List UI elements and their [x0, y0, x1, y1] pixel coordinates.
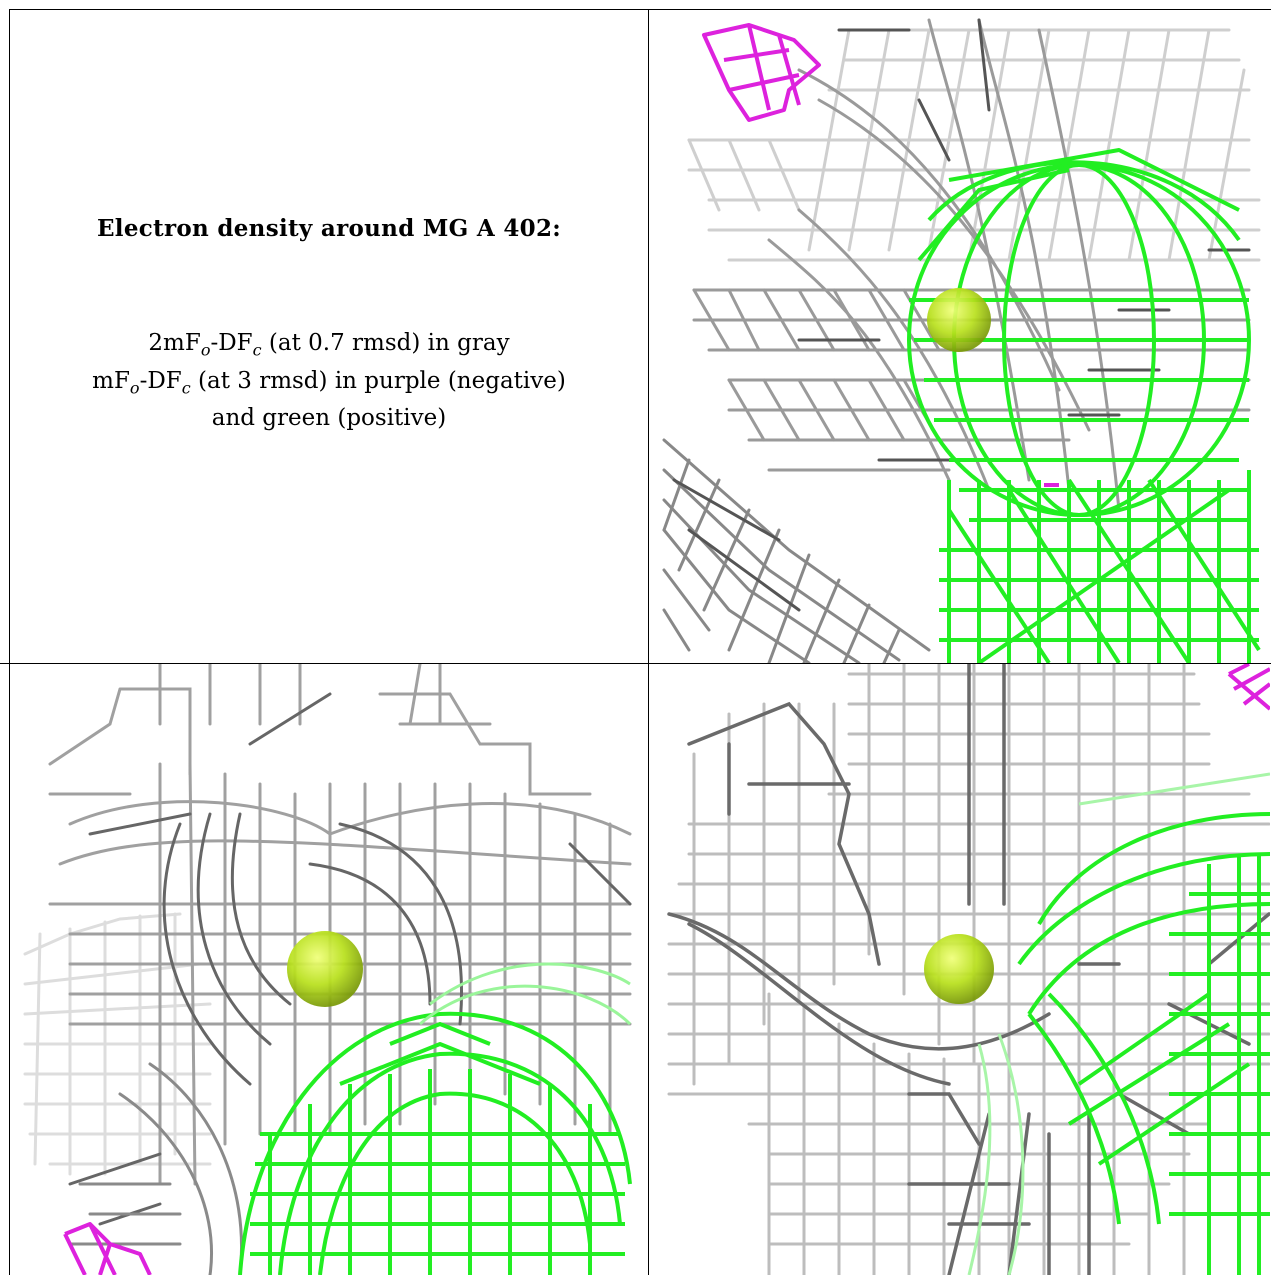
table-border-stub: [648, 663, 664, 664]
green-mesh-faded: [419, 962, 632, 1026]
legend-line-difference: mFo-DFc (at 3 rmsd) in purple (negative): [92, 367, 566, 398]
density-view-bottom-left: [10, 664, 648, 1275]
purple-mesh: [63, 1222, 152, 1275]
table-border-left: [9, 9, 10, 1275]
table-border-middle-row: [9, 663, 1271, 664]
purple-mesh: [1227, 664, 1270, 711]
green-mesh: [1017, 812, 1270, 1275]
green-mesh: [238, 1011, 632, 1275]
table-border-middle: [648, 9, 649, 1275]
green-mesh-faded: [967, 772, 1270, 1275]
density-view-top-right: [649, 10, 1270, 663]
green-mesh: [907, 148, 1261, 663]
legend-line-positive: and green (positive): [211, 405, 447, 432]
table-border-top: [9, 9, 1271, 10]
caption-legend: 2mFo-DFc (at 0.7 rmsd) in gray mFo-DFc (…: [10, 328, 648, 434]
magnesium-ion-sphere: [287, 931, 363, 1007]
magnesium-ion-sphere: [927, 288, 991, 352]
caption-panel: Electron density around MG A 402: 2mFo-D…: [10, 10, 648, 663]
density-view-bottom-right: [649, 664, 1270, 1275]
table-border-stub: [0, 663, 10, 664]
caption-title: Electron density around MG A 402:: [96, 215, 562, 242]
purple-mesh: [702, 23, 1059, 487]
legend-line-gray: 2mFo-DFc (at 0.7 rmsd) in gray: [148, 330, 510, 360]
magnesium-ion-sphere: [924, 934, 994, 1004]
